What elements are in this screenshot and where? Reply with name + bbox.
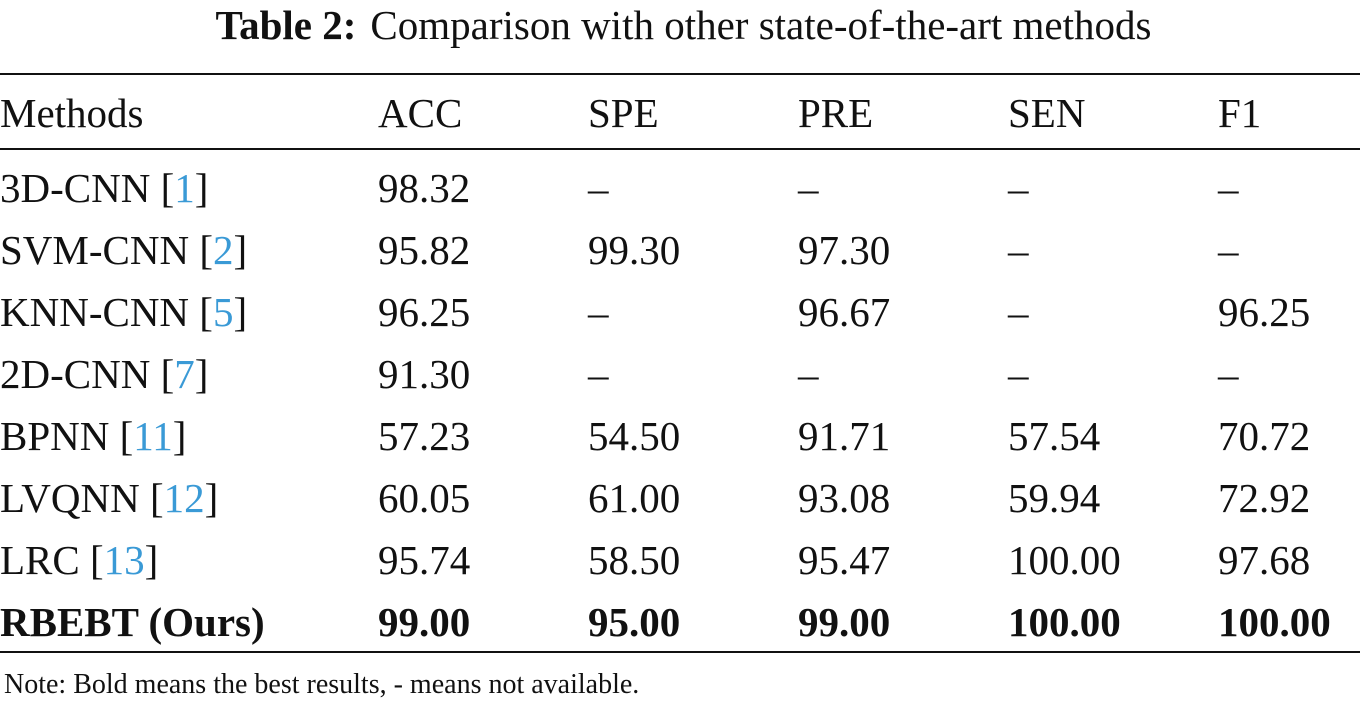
pre-cell: 91.71 <box>798 413 891 459</box>
header-rule <box>0 148 1360 150</box>
results-table: 3D-CNN [1] 98.32 – – – – SVM-CNN [2] 95.… <box>0 157 1358 653</box>
pre-cell: 95.47 <box>798 537 891 583</box>
f1-cell: 96.25 <box>1218 289 1311 335</box>
sen-cell: – <box>1008 165 1029 211</box>
citation-link[interactable]: 7 <box>174 351 195 397</box>
method-name: 2D-CNN <box>0 351 151 397</box>
header-acc: ACC <box>378 90 463 136</box>
spe-cell: – <box>588 165 609 211</box>
acc-cell: 95.82 <box>378 227 471 273</box>
spe-cell: – <box>588 351 609 397</box>
citation-link[interactable]: 13 <box>103 537 145 583</box>
f1-cell: – <box>1218 351 1239 397</box>
table-row: LVQNN [12] 60.05 61.00 93.08 59.94 72.92 <box>0 467 1358 529</box>
method-name: SVM-CNN <box>0 227 190 273</box>
citation-link[interactable]: 1 <box>174 165 195 211</box>
acc-cell: 99.00 <box>378 599 471 645</box>
spe-cell: 61.00 <box>588 475 681 521</box>
sen-cell: – <box>1008 289 1029 335</box>
best-row: RBEBT (Ours) 99.00 95.00 99.00 100.00 10… <box>0 591 1358 653</box>
sen-cell: 100.00 <box>1008 599 1121 645</box>
acc-cell: 60.05 <box>378 475 471 521</box>
f1-cell: – <box>1218 227 1239 273</box>
spe-cell: 58.50 <box>588 537 681 583</box>
table-row: 2D-CNN [7] 91.30 – – – – <box>0 343 1358 405</box>
spe-cell: 54.50 <box>588 413 681 459</box>
f1-cell: 97.68 <box>1218 537 1311 583</box>
method-cell: KNN-CNN [5] <box>0 289 248 335</box>
sen-cell: – <box>1008 351 1029 397</box>
header-spe: SPE <box>588 90 659 136</box>
spe-cell: 99.30 <box>588 227 681 273</box>
header-sen: SEN <box>1008 90 1086 136</box>
spe-cell: – <box>588 289 609 335</box>
pre-cell: 93.08 <box>798 475 891 521</box>
sen-cell: – <box>1008 227 1029 273</box>
citation-link[interactable]: 11 <box>133 413 173 459</box>
table-row: KNN-CNN [5] 96.25 – 96.67 – 96.25 <box>0 281 1358 343</box>
citation-link[interactable]: 12 <box>163 475 205 521</box>
method-name: KNN-CNN <box>0 289 190 335</box>
spe-cell: 95.00 <box>588 599 681 645</box>
acc-cell: 91.30 <box>378 351 471 397</box>
caption-label: Table 2: <box>215 2 357 48</box>
method-name: 3D-CNN <box>0 165 151 211</box>
header-pre: PRE <box>798 90 874 136</box>
citation-link[interactable]: 5 <box>212 289 234 335</box>
f1-cell: 100.00 <box>1218 599 1331 645</box>
bottom-rule <box>0 651 1360 653</box>
acc-cell: 95.74 <box>378 537 471 583</box>
table-row: LRC [13] 95.74 58.50 95.47 100.00 97.68 <box>0 529 1358 591</box>
method-cell: LVQNN [12] <box>0 475 219 521</box>
acc-cell: 98.32 <box>378 165 471 211</box>
pre-cell: 96.67 <box>798 289 891 335</box>
header-f1: F1 <box>1218 90 1262 136</box>
acc-cell: 96.25 <box>378 289 471 335</box>
citation-link[interactable]: 2 <box>213 227 234 273</box>
method-cell: SVM-CNN [2] <box>0 227 248 273</box>
table-row: 3D-CNN [1] 98.32 – – – – <box>0 157 1358 219</box>
table-row: BPNN [11] 57.23 54.50 91.71 57.54 70.72 <box>0 405 1358 467</box>
f1-cell: 72.92 <box>1218 475 1311 521</box>
pre-cell: 99.00 <box>798 599 891 645</box>
pre-cell: – <box>798 351 819 397</box>
top-rule <box>0 73 1360 75</box>
method-cell: 2D-CNN [7] <box>0 351 209 397</box>
table-note: Note: Bold means the best results, - mea… <box>4 669 640 700</box>
sen-cell: 59.94 <box>1008 475 1101 521</box>
method-cell: 3D-CNN [1] <box>0 165 209 211</box>
sen-cell: 57.54 <box>1008 413 1101 459</box>
caption-text: Comparison with other state-of-the-art m… <box>370 2 1152 48</box>
method-name: LRC <box>0 537 80 583</box>
table-caption: Table 2: Comparison with other state-of-t… <box>0 2 1367 48</box>
table-row: SVM-CNN [2] 95.82 99.30 97.30 – – <box>0 219 1358 281</box>
method-name: BPNN <box>0 413 110 459</box>
sen-cell: 100.00 <box>1008 537 1121 583</box>
header-methods: Methods <box>0 90 144 136</box>
method-cell: BPNN [11] <box>0 413 187 459</box>
pre-cell: 97.30 <box>798 227 891 273</box>
pre-cell: – <box>798 165 819 211</box>
table-header: Methods ACC SPE PRE SEN F1 <box>0 82 1358 144</box>
header-row: Methods ACC SPE PRE SEN F1 <box>0 82 1358 144</box>
acc-cell: 57.23 <box>378 413 471 459</box>
method-name: LVQNN <box>0 475 140 521</box>
f1-cell: – <box>1218 165 1239 211</box>
method-cell: LRC [13] <box>0 537 159 583</box>
method-cell: RBEBT (Ours) <box>0 599 265 645</box>
f1-cell: 70.72 <box>1218 413 1311 459</box>
